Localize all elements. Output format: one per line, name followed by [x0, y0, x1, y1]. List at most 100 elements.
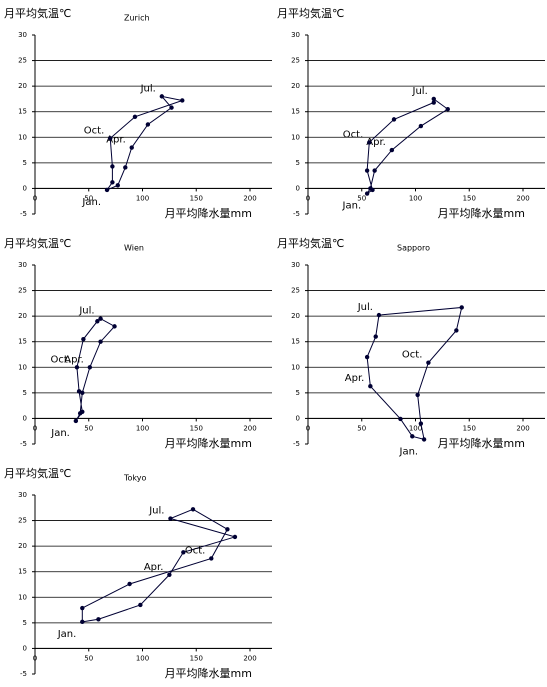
month-point — [209, 556, 214, 561]
month-point — [129, 145, 134, 150]
x-axis-label: 月平均降水量mm — [165, 206, 252, 220]
month-point — [418, 421, 424, 426]
month-point — [190, 507, 196, 512]
y-tick-label: -5 — [20, 670, 27, 678]
x-tick-label: 200 — [516, 194, 529, 202]
x-tick-label: 150 — [463, 424, 476, 432]
month-point — [80, 619, 85, 625]
y-tick-label: 0 — [23, 644, 27, 652]
month-point — [372, 168, 377, 173]
month-point — [81, 336, 86, 342]
x-tick-label: 200 — [243, 654, 256, 662]
month-label: Jul. — [140, 83, 156, 94]
chart-panel: 月平均気温℃Wien月平均降水量mm-505101520253005010015… — [4, 236, 272, 450]
month-point — [76, 389, 82, 394]
y-tick-label: 20 — [291, 312, 300, 320]
y-axis-label: 月平均気温℃ — [4, 236, 71, 250]
month-point — [104, 187, 110, 193]
chart-panel: 月平均気温℃月平均降水量mm-5051015202530050100150200… — [277, 6, 545, 220]
month-point — [445, 106, 450, 112]
y-tick-label: 30 — [18, 31, 27, 39]
month-point — [95, 319, 100, 324]
month-point — [364, 191, 370, 196]
month-label: Oct. — [50, 354, 70, 365]
x-tick-label: 200 — [516, 424, 529, 432]
chart-title: Wien — [124, 244, 144, 253]
y-tick-label: -5 — [20, 210, 27, 218]
x-axis-label: 月平均降水量mm — [165, 666, 252, 680]
month-label: Apr. — [345, 373, 365, 384]
y-tick-label: -5 — [293, 210, 300, 218]
month-point — [167, 572, 172, 577]
month-point — [389, 147, 395, 153]
month-point — [415, 392, 420, 398]
x-tick-label: 100 — [136, 654, 149, 662]
x-axis-label: 月平均降水量mm — [438, 436, 525, 450]
y-axis-label: 月平均気温℃ — [4, 6, 71, 20]
month-point — [132, 114, 138, 120]
chart-panel: 月平均気温℃Tokyo月平均降水量mm-50510152025300501001… — [4, 466, 272, 680]
month-point — [159, 94, 165, 99]
y-tick-label: 20 — [291, 82, 300, 90]
x-tick-label: 50 — [357, 194, 366, 202]
month-label: Jan. — [81, 197, 101, 208]
y-tick-label: 20 — [18, 82, 27, 90]
y-tick-label: 20 — [18, 542, 27, 550]
y-tick-label: 10 — [18, 593, 27, 601]
x-tick-label: 200 — [243, 194, 256, 202]
y-tick-label: 10 — [291, 133, 300, 141]
month-label: Jul. — [78, 306, 94, 317]
month-point — [370, 187, 375, 193]
y-tick-label: 25 — [18, 287, 27, 295]
x-tick-label: 50 — [84, 194, 93, 202]
y-tick-label: 25 — [18, 57, 27, 65]
x-tick-label: 150 — [463, 194, 476, 202]
chart-title: Zurich — [124, 14, 150, 23]
month-point — [138, 602, 143, 608]
month-point — [127, 581, 132, 587]
month-point — [80, 409, 85, 414]
month-label: Jan. — [50, 428, 70, 439]
chart-panel: 月平均気温℃Zurich月平均降水量mm-5051015202530050100… — [4, 6, 272, 220]
month-point — [398, 416, 403, 422]
month-point — [110, 164, 115, 169]
month-label: Oct. — [343, 129, 363, 140]
chart-title: Tokyo — [123, 474, 147, 483]
y-tick-label: 15 — [18, 108, 27, 116]
x-tick-label: 100 — [409, 194, 422, 202]
month-point — [87, 365, 93, 370]
x-tick-label: 100 — [136, 424, 149, 432]
x-tick-label: 50 — [84, 424, 93, 432]
month-label: Oct. — [402, 350, 422, 361]
month-point — [225, 527, 230, 532]
y-tick-label: 0 — [23, 184, 27, 192]
month-label: Apr. — [144, 562, 164, 573]
month-point — [426, 360, 431, 365]
month-point — [418, 123, 424, 129]
y-tick-label: 0 — [296, 414, 300, 422]
month-point — [112, 324, 117, 329]
y-tick-label: 5 — [23, 389, 27, 397]
month-point — [98, 339, 103, 344]
y-tick-label: 30 — [18, 491, 27, 499]
month-point — [454, 328, 459, 333]
chart-title: Sapporo — [397, 244, 430, 253]
month-point — [391, 117, 397, 122]
y-tick-label: 15 — [291, 338, 300, 346]
y-tick-label: -5 — [293, 440, 300, 448]
month-label: Jul. — [357, 302, 373, 313]
month-label: Jan. — [399, 446, 419, 457]
month-point — [459, 305, 464, 310]
x-tick-label: 200 — [243, 424, 256, 432]
month-label: Jan. — [57, 629, 77, 640]
y-tick-label: 5 — [296, 159, 300, 167]
month-point — [180, 98, 185, 103]
y-tick-label: 0 — [296, 184, 300, 192]
month-label: Oct. — [185, 545, 205, 556]
x-tick-label: 150 — [190, 424, 203, 432]
month-point — [364, 168, 370, 173]
month-label: Jul. — [148, 506, 164, 517]
y-tick-label: 0 — [23, 414, 27, 422]
y-tick-label: 25 — [291, 57, 300, 65]
month-label: Jul. — [412, 86, 428, 97]
